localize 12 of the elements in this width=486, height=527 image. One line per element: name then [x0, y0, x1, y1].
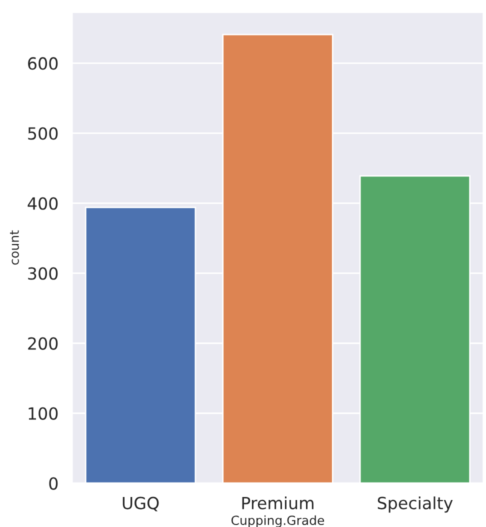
x-tick-label: Premium: [242, 496, 314, 510]
y-tick-label: 200: [28, 337, 58, 350]
y-tick-label: 400: [28, 197, 58, 210]
x-tick-label: UGQ: [122, 496, 159, 512]
y-axis-title: count: [10, 230, 19, 265]
y-tick-label: 0: [49, 477, 58, 490]
x-axis-title: Cupping.Grade: [231, 515, 324, 527]
y-tick-label: 300: [28, 267, 58, 280]
x-tick-label: Specialty: [378, 496, 453, 513]
y-tick-label: 500: [28, 127, 58, 140]
y-tick-label: 600: [28, 57, 58, 70]
y-tick-label: 100: [28, 407, 58, 420]
